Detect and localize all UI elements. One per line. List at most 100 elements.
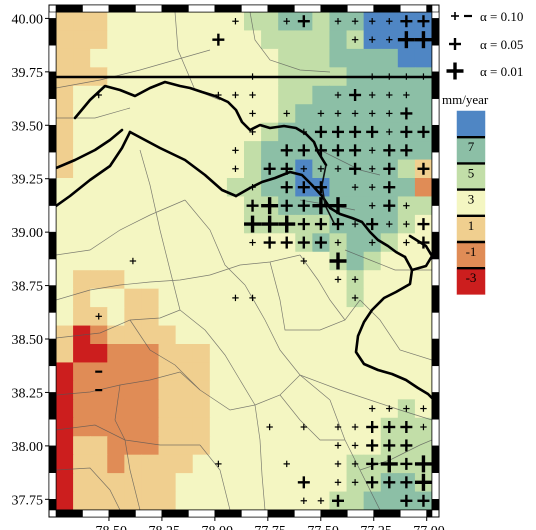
- grid-cell: [158, 178, 177, 198]
- grid-cell: [363, 362, 382, 382]
- legend-plus-icon-alpha-010: [451, 12, 459, 20]
- grid-cell: [209, 251, 228, 271]
- frame-segment: [346, 509, 375, 518]
- grid-cell: [261, 12, 279, 32]
- grid-cell: [192, 178, 211, 198]
- grid-cell: [175, 399, 194, 419]
- grid-cell: [397, 48, 416, 68]
- sig-plus-alpha-010: [368, 405, 376, 412]
- grid-cell: [107, 325, 125, 345]
- frame-segment: [431, 392, 440, 420]
- grid-cell: [175, 122, 194, 142]
- sig-plus-alpha-010: [283, 18, 290, 25]
- sig-plus-alpha-010: [300, 497, 308, 504]
- sig-plus-alpha-010: [95, 91, 102, 99]
- y-tick-label: 40.00: [12, 12, 44, 27]
- sig-plus-alpha-005: [383, 144, 396, 157]
- grid-cell: [192, 141, 211, 161]
- grid-cell: [380, 380, 399, 400]
- grid-cell: [244, 307, 262, 327]
- grid-cell: [107, 251, 125, 271]
- grid-cell: [56, 307, 74, 327]
- grid-cell: [346, 251, 365, 271]
- grid-cell: [226, 473, 245, 493]
- grid-cell: [158, 362, 177, 382]
- grid-cell: [90, 251, 108, 271]
- grid-cell: [261, 251, 279, 271]
- sig-plus-alpha-010: [368, 239, 376, 246]
- sig-plus-alpha-010: [368, 91, 376, 99]
- grid-cell: [209, 214, 228, 234]
- grid-cell: [158, 270, 177, 290]
- grid-cell: [107, 399, 125, 419]
- grid-cell: [295, 454, 313, 474]
- grid-cell: [278, 288, 296, 308]
- grid-cell: [56, 233, 74, 253]
- grid-cell: [226, 122, 245, 142]
- sig-plus-alpha-010: [317, 165, 325, 172]
- frame-segment: [431, 11, 440, 19]
- grid-cell: [192, 122, 211, 142]
- grid-cell: [192, 12, 211, 32]
- grid-cell: [107, 288, 125, 308]
- grid-cell: [244, 380, 262, 400]
- grid-cell: [141, 325, 160, 345]
- x-tick-label: -77.50: [303, 524, 339, 530]
- sig-plus-alpha-010: [334, 165, 342, 172]
- sig-plus-alpha-010: [300, 423, 308, 431]
- grid-cell: [226, 196, 245, 216]
- frame-segment: [48, 445, 57, 473]
- sig-plus-alpha-010: [232, 294, 239, 302]
- grid-cell: [209, 417, 228, 437]
- grid-cell: [192, 491, 211, 510]
- grid-cell: [192, 233, 211, 253]
- grid-cell: [192, 104, 211, 124]
- grid-cell: [226, 270, 245, 290]
- sig-plus-alpha-010: [420, 73, 427, 80]
- grid-cell: [414, 85, 432, 105]
- sig-plus-alpha-005: [383, 421, 396, 433]
- sig-plus-alpha-005: [280, 162, 293, 175]
- frame-segment: [346, 4, 375, 13]
- grid-cell: [414, 288, 432, 308]
- grid-cell: [73, 288, 91, 308]
- sig-plus-alpha-010: [129, 257, 137, 265]
- potomac-lower: [234, 170, 407, 259]
- sig-plus-alpha-005: [400, 125, 413, 138]
- grid-cell: [226, 233, 245, 253]
- grid-cell: [346, 491, 365, 510]
- sig-plus-alpha-001: [261, 197, 279, 215]
- sig-plus-alpha-001: [380, 455, 398, 473]
- grid-cell: [56, 454, 74, 474]
- frame-segment: [48, 338, 57, 367]
- sig-plus-alpha-010: [403, 91, 410, 99]
- grid-cell: [192, 417, 211, 437]
- grid-cell: [346, 380, 365, 400]
- grid-cell: [107, 12, 125, 32]
- sig-plus-alpha-001: [312, 197, 330, 215]
- sig-plus-alpha-001: [329, 252, 347, 270]
- grid-cell: [226, 491, 245, 510]
- frame-segment: [48, 124, 57, 153]
- sig-plus-alpha-010: [232, 18, 239, 25]
- sig-plus-alpha-010: [351, 276, 359, 283]
- x-tick-label: -78.50: [91, 524, 127, 530]
- sig-plus-alpha-005: [400, 144, 413, 157]
- sig-plus-alpha-010: [334, 276, 342, 283]
- grid-cell: [209, 159, 228, 179]
- grid-cell: [141, 233, 160, 253]
- grid-cell: [158, 122, 177, 142]
- grid-cell: [56, 48, 74, 68]
- grid-cell: [380, 270, 399, 290]
- grid-cell: [295, 270, 313, 290]
- colorbar-swatch: [456, 163, 486, 190]
- sig-plus-alpha-010: [249, 128, 256, 136]
- sig-plus-alpha-005: [314, 218, 327, 231]
- colorbar-swatch: [456, 136, 486, 164]
- sig-plus-alpha-010: [403, 239, 410, 246]
- grid-cell: [329, 178, 348, 198]
- grid-cell: [278, 473, 296, 493]
- sig-plus-alpha-005: [383, 439, 396, 452]
- grid-cell: [90, 178, 108, 198]
- sig-plus-alpha-010: [300, 165, 308, 172]
